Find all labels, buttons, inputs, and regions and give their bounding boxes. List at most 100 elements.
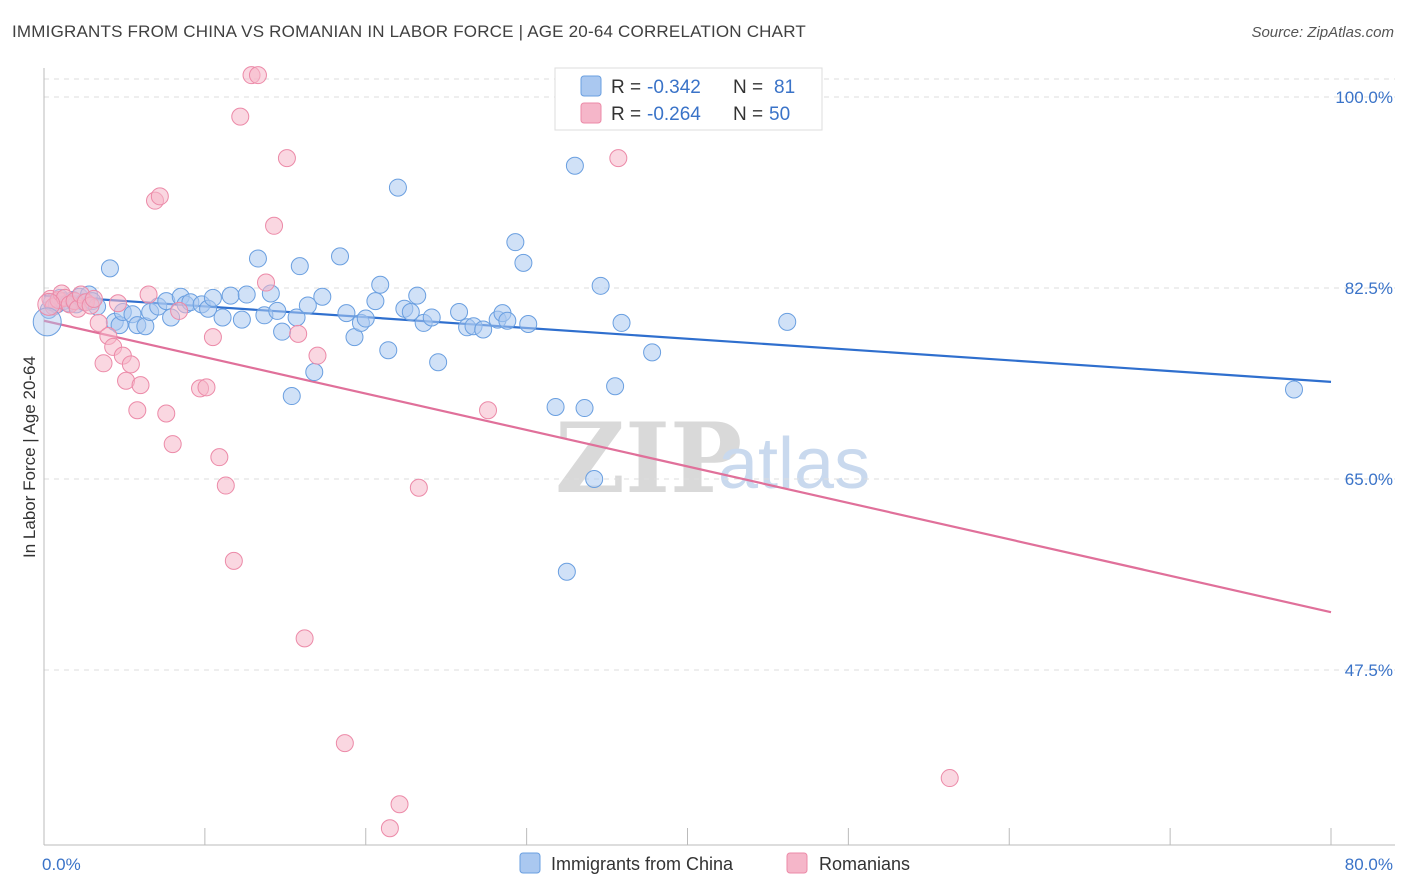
point-china [575,399,594,418]
source-credit: Source: ZipAtlas.com [1251,24,1394,41]
point-china [305,363,324,382]
point-romanians [308,346,327,365]
y-tick-labels: 100.0% 82.5% 65.0% 47.5% [1335,88,1393,680]
point-china [585,470,604,488]
point-china [331,247,350,266]
point-romanians [224,551,243,570]
legend-swatch-china [580,75,602,97]
point-romanians [170,301,189,320]
point-romanians [390,795,409,814]
point-romanians [231,107,250,126]
point-china [643,343,662,362]
point-romanians [380,819,399,838]
y-tick-label: 100.0% [1335,88,1393,107]
chart-title: IMMIGRANTS FROM CHINA VS ROMANIAN IN LAB… [12,22,806,41]
point-romanians [203,328,222,347]
point-china [429,353,448,372]
y-axis-label: In Labor Force | Age 20-64 [20,356,39,558]
point-romanians [157,404,176,423]
point-romanians [216,476,235,495]
point-china [422,308,441,327]
point-romanians [609,149,628,168]
y-tick-label: 82.5% [1345,279,1393,298]
point-romanians [163,435,182,454]
point-romanians [109,294,128,313]
point-china [474,320,493,339]
point-china [268,301,287,320]
legend-r-value-romanians: -0.264 [647,104,701,125]
point-romanians [335,734,354,753]
point-china [612,313,631,332]
data-points [32,66,1303,838]
legend-n-label-china: N = [733,77,763,98]
point-china [557,562,576,581]
point-romanians [197,378,216,397]
point-romanians [295,629,314,648]
point-romanians [277,149,296,168]
point-romanians [409,478,428,497]
point-china [32,307,62,337]
point-china [356,309,375,328]
point-romanians [265,216,284,235]
point-china [248,249,267,268]
point-romanians [89,313,108,332]
point-romanians [84,289,103,308]
stats-legend: R = -0.342 N = 81 R = -0.264 N = 50 [554,67,823,131]
point-romanians [131,376,150,395]
trend-line-china [43,294,1332,383]
y-tick-label: 47.5% [1345,661,1393,680]
point-romanians [210,448,229,467]
point-china [237,285,256,304]
point-china [450,303,469,322]
point-china [408,286,427,305]
point-china [519,315,538,334]
series-legend-label-china: Immigrants from China [551,854,734,874]
legend-r-value-china: -0.342 [647,77,701,98]
point-romanians [37,292,61,316]
point-romanians [479,401,498,420]
point-china [282,387,301,406]
point-china [1284,380,1303,399]
point-china [388,178,407,197]
point-china [401,303,420,322]
point-romanians [940,769,959,788]
point-china [221,286,240,305]
point-china [313,287,332,306]
x-ticks [204,828,1332,845]
x-tick-label-min: 0.0% [42,855,81,874]
legend-n-value-romanians: 50 [769,104,790,125]
y-tick-label: 65.0% [1345,470,1393,489]
point-china [506,233,525,252]
point-china [203,288,222,307]
series-legend: Immigrants from China Romanians [519,852,910,874]
legend-r-label-romanians: R = [611,104,641,125]
point-china [778,312,797,331]
legend-r-label-china: R = [611,77,641,98]
point-china [371,275,390,294]
point-china [606,377,625,396]
point-china [366,292,385,311]
point-china [232,310,251,329]
point-romanians [289,324,308,343]
watermark-atlas: atlas [718,424,870,504]
point-romanians [248,66,267,85]
point-romanians [257,273,276,292]
point-china [565,156,584,175]
point-romanians [121,355,140,374]
x-tick-label-max: 80.0% [1345,855,1393,874]
point-romanians [139,285,158,304]
legend-n-value-china: 81 [774,77,795,98]
legend-n-label-romanians: N = [733,104,763,125]
point-china [514,253,533,272]
point-china [273,322,292,341]
point-china [379,341,398,360]
point-china [546,397,565,416]
point-china [213,308,232,327]
point-china [290,257,309,276]
point-romanians [150,187,169,206]
point-china [298,296,317,315]
legend-swatch-romanians [580,102,602,124]
point-china [337,304,356,323]
trend-line-romanians [43,319,1332,614]
